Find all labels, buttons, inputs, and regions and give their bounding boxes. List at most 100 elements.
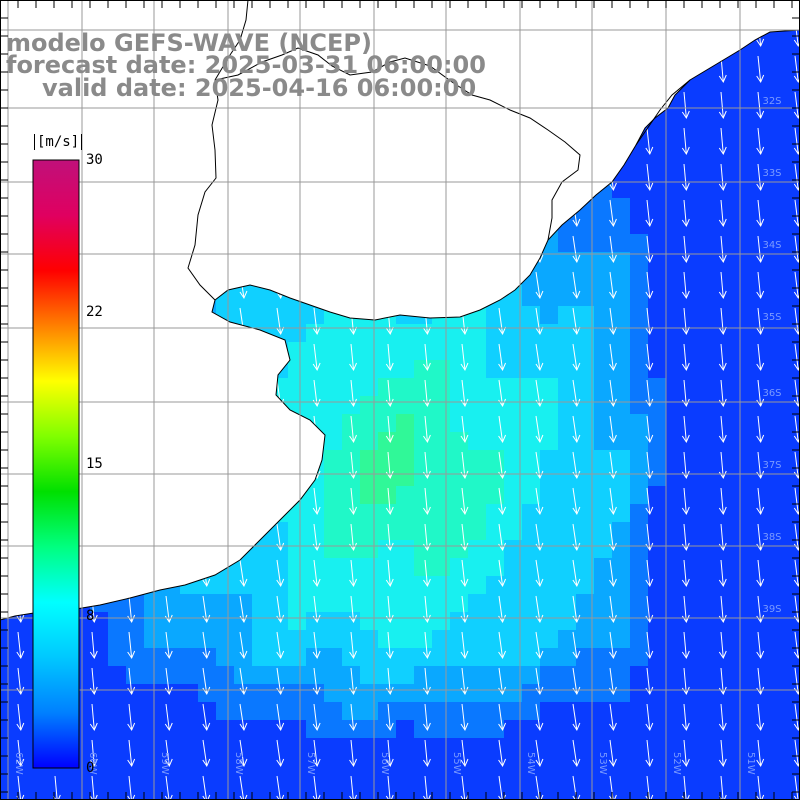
field-cell: [468, 702, 486, 720]
wind-arrow: [385, 487, 394, 516]
field-cell: [594, 594, 612, 612]
field-cell: [612, 432, 630, 450]
field-cell: [306, 360, 324, 378]
field-cell: [738, 288, 756, 306]
lon-label: 57W: [305, 752, 316, 775]
wind-arrow: [535, 631, 544, 660]
field-cell: [36, 792, 54, 800]
wind-arrow: [498, 703, 507, 732]
field-cell: [648, 450, 666, 468]
field-cell: [666, 792, 684, 800]
field-cell: [216, 630, 234, 648]
field-cell: [630, 702, 648, 720]
field-cell: [594, 360, 612, 378]
field-cell: [684, 522, 702, 540]
field-cell: [288, 684, 306, 702]
wind-arrow: [572, 487, 581, 516]
wind-arrow: [423, 703, 431, 732]
wind-arrow: [276, 307, 285, 336]
field-cell: [288, 360, 306, 378]
field-cell: [594, 648, 612, 666]
wind-arrow: [127, 739, 136, 768]
field-cell: [522, 450, 540, 468]
field-cell: [774, 54, 792, 72]
field-cell: [252, 720, 270, 738]
field-cell: [270, 648, 288, 666]
field-cell: [702, 486, 720, 504]
field-cell: [612, 738, 630, 756]
field-cell: [504, 342, 522, 360]
lon-label: 54W: [525, 752, 536, 775]
field-cell: [396, 414, 414, 432]
field-cell: [576, 720, 594, 738]
wind-arrow: [460, 487, 469, 516]
field-cell: [792, 432, 800, 450]
field-cell: [540, 666, 558, 684]
field-cell: [630, 792, 648, 800]
wind-arrow: [385, 559, 394, 588]
field-cell: [594, 540, 612, 558]
wind-arrow: [312, 343, 321, 372]
field-cell: [414, 450, 432, 468]
field-cell: [666, 180, 684, 198]
field-cell: [666, 648, 684, 666]
field-cell: [558, 540, 576, 558]
field-cell: [576, 540, 594, 558]
field-cell: [792, 684, 800, 702]
wind-arrow: [793, 343, 800, 372]
field-cell: [666, 144, 684, 162]
wind-arrow: [460, 631, 469, 660]
field-cell: [756, 162, 774, 180]
field-cell: [18, 612, 36, 630]
lat-label: 35S: [762, 312, 781, 323]
field-cell: [18, 774, 36, 792]
field-cell: [216, 774, 234, 792]
field-cell: [450, 414, 468, 432]
field-cell: [666, 126, 684, 144]
field-cell: [162, 792, 180, 800]
field-cell: [558, 234, 576, 252]
lon-label: 56W: [379, 752, 390, 775]
field-cell: [540, 648, 558, 666]
field-cell: [378, 324, 396, 342]
field-cell: [540, 432, 558, 450]
wind-arrow: [718, 703, 727, 732]
field-cell: [288, 504, 306, 522]
field-cell: [342, 666, 360, 684]
field-cell: [558, 414, 576, 432]
field-cell: [450, 378, 468, 396]
wind-arrow: [89, 775, 98, 800]
wind-arrow: [793, 199, 800, 228]
field-cell: [738, 72, 756, 90]
wind-arrow: [385, 631, 394, 660]
field-cell: [594, 414, 612, 432]
field-cell: [666, 252, 684, 270]
field-cell: [216, 666, 234, 684]
wind-arrow: [756, 163, 765, 192]
field-cell: [432, 612, 450, 630]
field-cell: [18, 720, 36, 738]
field-cell: [252, 684, 270, 702]
field-cell: [630, 666, 648, 684]
wind-arrow: [793, 307, 800, 336]
field-cell: [792, 468, 800, 486]
field-cell: [630, 612, 648, 630]
valid-date: valid date: 2025-04-16 06:00:00: [42, 74, 477, 102]
field-cell: [666, 486, 684, 504]
field-cell: [702, 720, 720, 738]
field-cell: [396, 450, 414, 468]
field-cell: [756, 252, 774, 270]
field-cell: [576, 324, 594, 342]
field-cell: [126, 612, 144, 630]
field-cell: [342, 468, 360, 486]
field-cell: [216, 594, 234, 612]
field-cell: [630, 432, 648, 450]
field-cell: [666, 396, 684, 414]
wind-arrow: [239, 559, 248, 588]
field-cell: [216, 648, 234, 666]
wind-arrow: [239, 739, 248, 768]
field-cell: [774, 648, 792, 666]
field-cell: [720, 540, 738, 558]
field-cell: [702, 594, 720, 612]
field-cell: [342, 540, 360, 558]
